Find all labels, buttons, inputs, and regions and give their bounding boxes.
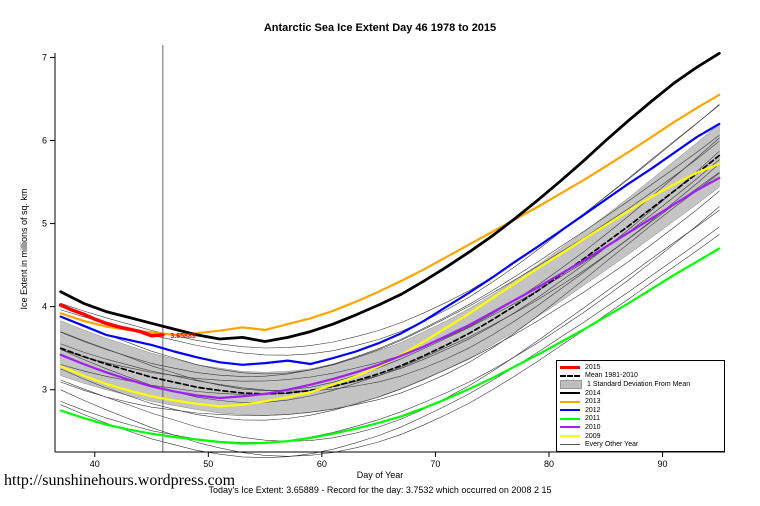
legend-label: 2009: [585, 432, 601, 440]
legend-label: 2011: [585, 415, 601, 423]
current-value-annotation: 3.65889: [170, 333, 195, 340]
source-url[interactable]: http://sunshinehours.wordpress.com: [4, 472, 236, 489]
legend-label: Every Other Year: [585, 441, 639, 449]
legend-label: 2012: [585, 406, 601, 414]
chart-title: Antarctic Sea Ice Extent Day 46 1978 to …: [263, 22, 497, 34]
legend: 2015 Mean 1981-2010 1 Standard Deviation F…: [556, 360, 725, 452]
mean-line: [59, 154, 721, 395]
other-year-line: [60, 226, 720, 459]
y-tick-label: 4: [42, 302, 47, 312]
status-text: Today's Ice Extent: 3.65889 - Record for…: [208, 485, 552, 495]
legend-item: Mean 1981-2010: [560, 372, 721, 381]
other-year-line: [60, 140, 720, 375]
y-tick-label: 3: [42, 385, 47, 395]
y-tick-label: 7: [42, 52, 47, 62]
other-year-line: [60, 190, 720, 421]
other-year-line: [60, 234, 720, 457]
legend-item: 2014: [560, 389, 721, 398]
y-tick-label: 6: [42, 136, 47, 146]
legend-swatch-line: [560, 409, 580, 412]
legend-swatch-line: [560, 426, 580, 429]
legend-swatch-line: [560, 400, 580, 403]
legend-label: 2013: [585, 398, 601, 406]
legend-label: 2010: [585, 423, 601, 431]
x-axis-label: Day of Year: [356, 470, 404, 480]
legend-item: 2013: [560, 397, 721, 406]
other-year-line: [60, 171, 720, 392]
legend-label: 2015: [585, 363, 601, 371]
other-year-line: [60, 135, 720, 377]
legend-swatch-line: [560, 417, 580, 420]
y-axis-label: Ice Extent in millions of sq. km: [19, 188, 29, 310]
other-year-line: [60, 173, 720, 416]
series-line-2013: [59, 93, 721, 336]
y-tick-label: 5: [42, 219, 47, 229]
legend-item: Every Other Year: [560, 440, 721, 449]
other-year-line: [60, 209, 720, 442]
legend-swatch-line: [560, 365, 580, 369]
other-year-line: [60, 104, 720, 356]
legend-swatch-line: [560, 444, 580, 446]
x-tick-label: 80: [544, 459, 554, 469]
legend-item: 2012: [560, 406, 721, 415]
x-tick-label: 60: [317, 459, 327, 469]
series-line-2014: [59, 51, 721, 343]
x-tick-label: 90: [658, 459, 668, 469]
legend-label: Mean 1981-2010: [585, 372, 638, 380]
legend-swatch-box: [560, 379, 582, 389]
series-line-2010: [59, 176, 721, 400]
x-tick-label: 40: [90, 459, 100, 469]
legend-label: 2014: [585, 389, 601, 397]
legend-item: 2010: [560, 423, 721, 432]
series-line-2011: [59, 247, 721, 445]
legend-swatch-line: [560, 374, 580, 377]
other-year-line: [60, 206, 720, 443]
legend-label: 1 Standard Deviation From Mean: [587, 380, 691, 388]
x-tick-label: 50: [203, 459, 213, 469]
legend-item: 2009: [560, 432, 721, 441]
legend-item: 2015: [560, 363, 721, 372]
series-line-2012: [59, 122, 721, 366]
series-line-2015: [58, 303, 165, 338]
legend-item: 1 Standard Deviation From Mean: [560, 379, 721, 389]
legend-swatch-line: [560, 435, 580, 438]
legend-item: 2011: [560, 415, 721, 424]
legend-swatch-line: [560, 392, 580, 395]
x-tick-label: 70: [430, 459, 440, 469]
